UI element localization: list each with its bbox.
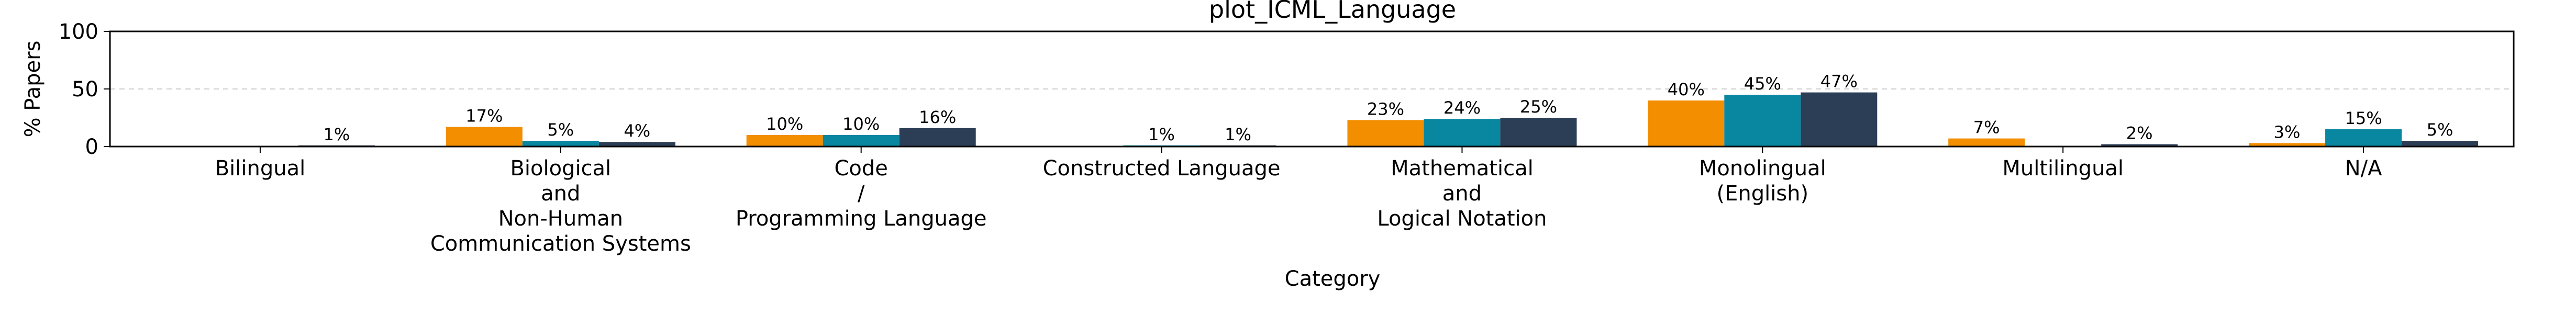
bar-value-label: 47% [1820,72,1858,92]
bar-value-label: 15% [2345,108,2382,128]
x-category-label: Bilingual [215,156,306,181]
x-category-label: Code / Programming Language [736,156,987,231]
bar [598,142,675,147]
bar-value-label: 5% [547,120,574,140]
x-category-label: Biological and Non-Human Communication Syst… [430,156,691,256]
bar [522,141,599,147]
bar [1724,95,1801,147]
x-category-label: Mathematical and Logical Notation [1377,156,1547,231]
x-axis-label: Category [1285,267,1381,291]
x-axis-categories: Bilingual Biological and Non-Human Communica… [215,147,2382,256]
bar [2249,143,2326,147]
bar [1948,138,2025,147]
bar [2402,141,2479,147]
x-category-label: Multilingual [2002,156,2124,181]
bar-value-labels: 17% 10% 23% 40% 7% 3% 5% 10% 1% 24% 45% 15% 1% 4% 16% 1… [324,72,2453,144]
y-tick-label: 0 [85,135,98,159]
bar-value-label: 16% [919,107,956,127]
bar-value-label: 1% [1148,125,1175,144]
y-axis-label: % Papers [21,41,45,138]
bar-value-label: 23% [1367,99,1404,119]
y-axis-ticks: 0 50 100 [59,20,110,159]
bar [1648,100,1725,147]
bar-value-label: 45% [1744,74,1781,94]
x-category-label: Constructed Language [1043,156,1281,181]
bar-value-label: 7% [1973,118,2000,138]
bar-value-label: 24% [1444,98,1481,118]
bar-value-label: 25% [1520,97,1557,117]
bar-value-label: 17% [465,106,503,126]
bar [823,135,900,147]
x-category-label: Monolingual (English) [1699,156,1826,206]
bar-value-label: 1% [1225,125,1251,144]
bar-value-label: 40% [1668,80,1705,99]
y-tick-label: 100 [59,20,98,44]
bar-value-label: 5% [2427,120,2453,140]
bar [1500,118,1577,147]
chart-title: plot_ICML_Language [1209,0,1456,24]
x-category-label: N/A [2345,156,2382,181]
bar-value-label: 4% [624,121,650,141]
bars [298,92,2479,147]
bar-value-label: 10% [842,114,880,134]
bar-value-label: 10% [766,114,803,134]
bar [1347,120,1424,147]
bar [746,135,823,147]
bar-value-label: 1% [324,125,350,144]
bar [2325,129,2402,147]
bar [899,128,976,147]
bar-value-label: 2% [2126,124,2153,143]
y-tick-label: 50 [72,77,98,102]
bar [1424,119,1501,147]
bar [446,127,523,147]
bar [2101,144,2178,147]
bar [1801,92,1878,147]
bar-value-label: 3% [2274,122,2301,142]
